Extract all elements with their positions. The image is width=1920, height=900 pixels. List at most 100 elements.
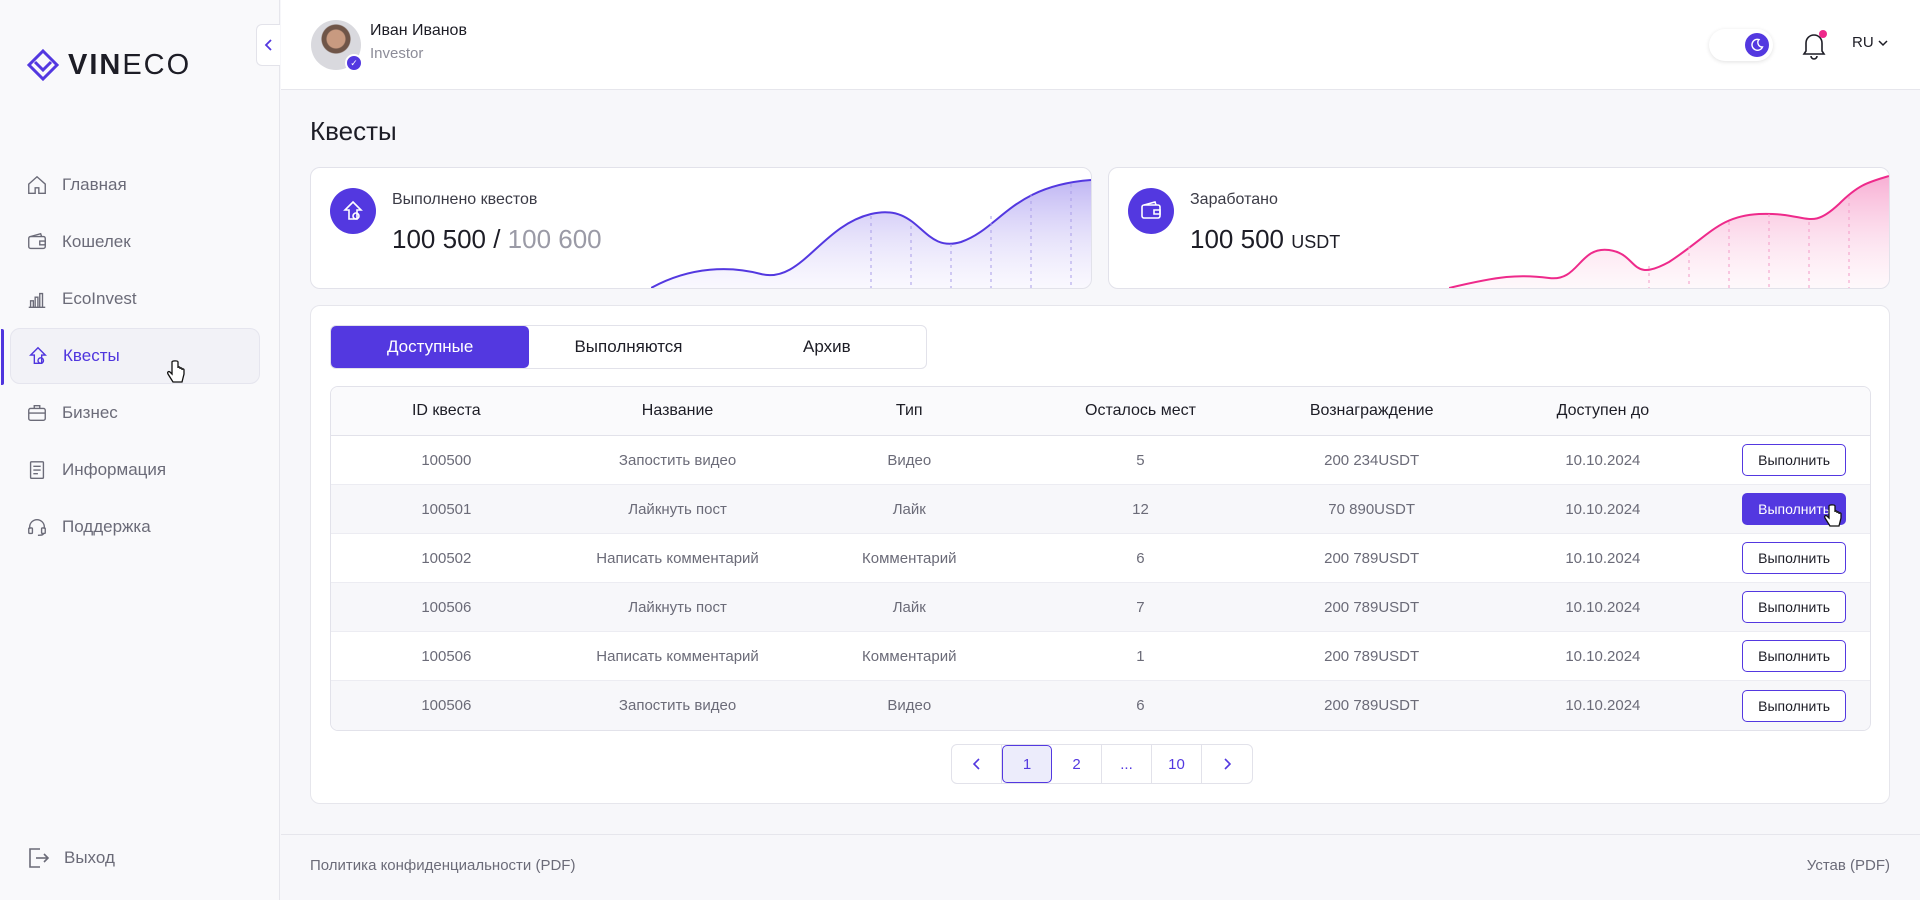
cell-name: Лайкнуть пост: [628, 598, 727, 616]
cell-reward: 200 234USDT: [1324, 451, 1420, 469]
cell-name: Написать комментарий: [596, 647, 759, 665]
pagination-page-10[interactable]: 10: [1152, 745, 1202, 783]
cell-action: Выполнить: [1718, 640, 1870, 672]
sidebar: VINECO Главная Кошелек EcoInvest Квесты Бизн…: [0, 0, 280, 900]
table-body: 100500 Запостить видео Видео 5 200 234USDT 10…: [331, 436, 1870, 730]
run-quest-button[interactable]: Выполнить: [1742, 444, 1847, 476]
run-quest-button[interactable]: Выполнить: [1742, 591, 1847, 623]
cell-id: 100506: [421, 598, 472, 616]
table-row: 100500 Запостить видео Видео 5 200 234USDT 10…: [331, 436, 1870, 485]
quests-completed-card: Выполнено квестов 100 500 / 100 600: [310, 167, 1092, 289]
page-title: Квесты: [310, 116, 397, 146]
cell-until: 10.10.2024: [1565, 500, 1641, 518]
sidebar-item-document[interactable]: Информация: [10, 442, 260, 498]
cell-reward: 70 890USDT: [1328, 500, 1416, 518]
cell-id: 100506: [421, 697, 472, 714]
cell-until: 10.10.2024: [1565, 451, 1641, 469]
run-quest-button[interactable]: Выполнить: [1742, 689, 1847, 722]
cell-action: Выполнить: [1718, 444, 1870, 476]
sidebar-item-wallet[interactable]: Кошелек: [10, 214, 260, 270]
earned-card: Заработано 100 500 USDT: [1108, 167, 1890, 289]
table-row: 100506 Запостить видео Видео 6 200 789USDT 10…: [331, 681, 1870, 730]
sidebar-item-chart-bars[interactable]: EcoInvest: [10, 271, 260, 327]
cell-left: 7: [1136, 598, 1145, 616]
tab-archive[interactable]: Архив: [803, 337, 851, 356]
sidebar-item-headset[interactable]: Поддержка: [10, 499, 260, 555]
run-quest-button[interactable]: Выполнить: [1742, 542, 1847, 574]
col-header-name[interactable]: Название: [641, 402, 714, 419]
cell-type: Комментарий: [862, 647, 957, 665]
cell-left: 12: [1132, 500, 1149, 518]
table-row: 100501 Лайкнуть пост Лайк 12 70 890USDT 10.10…: [331, 485, 1870, 534]
logo[interactable]: VINECO: [26, 48, 191, 82]
collapse-sidebar-button[interactable]: [256, 24, 280, 66]
pagination: 1 2 ... 10: [951, 744, 1253, 784]
home-icon: [26, 174, 48, 196]
cell-until: 10.10.2024: [1565, 697, 1641, 714]
language-select[interactable]: RU: [1852, 34, 1888, 51]
quest-tabs: Доступные Выполняются Архив: [330, 325, 927, 369]
pagination-page-1[interactable]: 1: [1002, 745, 1052, 783]
logo-icon: [26, 48, 60, 82]
hand-cursor-icon: [1824, 504, 1842, 527]
cell-until: 10.10.2024: [1565, 549, 1641, 567]
privacy-policy-link[interactable]: Политика конфиденциальности (PDF): [310, 857, 576, 874]
moon-icon: [1745, 33, 1769, 57]
pagination-next-button[interactable]: [1202, 745, 1252, 783]
theme-toggle[interactable]: [1709, 29, 1773, 61]
cell-name: Лайкнуть пост: [628, 500, 727, 518]
cell-action: Выполнить: [1718, 493, 1870, 525]
pagination-prev-button[interactable]: [952, 745, 1002, 783]
quest-icon: [27, 345, 49, 367]
quests-sparkline: [651, 179, 1091, 288]
document-icon: [26, 459, 48, 481]
table-row: 100506 Лайкнуть пост Лайк 7 200 789USDT 10.10…: [331, 583, 1870, 632]
tab-in-progress[interactable]: Выполняются: [574, 337, 683, 356]
sidebar-item-label: Бизнес: [62, 403, 118, 422]
tab-available[interactable]: Доступные: [331, 326, 530, 368]
cell-reward: 200 789USDT: [1324, 647, 1420, 665]
col-header-type[interactable]: Тип: [895, 402, 923, 419]
sidebar-item-briefcase[interactable]: Бизнес: [10, 385, 260, 441]
cell-name: Написать комментарий: [596, 549, 759, 567]
avatar[interactable]: ✓: [311, 20, 363, 72]
col-header-slots[interactable]: Осталось мест: [1085, 402, 1196, 419]
footer-divider: [281, 834, 1920, 835]
user-role: Investor: [370, 45, 424, 62]
col-header-reward[interactable]: Вознаграждение: [1309, 402, 1434, 419]
pagination-page-2[interactable]: 2: [1052, 745, 1102, 783]
wallet-icon: [26, 231, 48, 253]
cell-left: 6: [1136, 697, 1145, 714]
pagination-ellipsis: ...: [1102, 745, 1152, 783]
chevron-down-icon: [1878, 39, 1888, 46]
top-header: ✓ Иван Иванов Investor RU: [281, 0, 1920, 90]
notifications-button[interactable]: [1800, 30, 1830, 60]
sidebar-item-home[interactable]: Главная: [10, 157, 260, 213]
cell-until: 10.10.2024: [1565, 647, 1641, 665]
briefcase-icon: [26, 402, 48, 424]
charter-link[interactable]: Устав (PDF): [1806, 857, 1890, 874]
cell-id: 100502: [421, 549, 472, 567]
cell-type: Видео: [887, 451, 932, 469]
earned-sparkline: [1449, 175, 1889, 288]
quest-stat-icon: [330, 188, 376, 234]
notification-dot: [1819, 30, 1827, 38]
bell-icon: [1802, 34, 1826, 60]
logout-label: Выход: [64, 848, 115, 867]
chevron-left-icon: [972, 758, 980, 770]
sidebar-item-label: Главная: [62, 175, 127, 194]
earned-label: Заработано: [1190, 191, 1278, 208]
col-header-until[interactable]: Доступен до: [1556, 402, 1650, 419]
col-header-id[interactable]: ID квеста: [411, 402, 481, 419]
verified-badge-icon: ✓: [345, 54, 363, 72]
chevron-left-icon: [264, 39, 272, 51]
cell-id: 100506: [421, 647, 472, 665]
logout-button[interactable]: Выход: [26, 846, 115, 870]
sidebar-item-quest[interactable]: Квесты: [1, 328, 260, 385]
cell-name: Запостить видео: [618, 451, 737, 469]
cell-left: 5: [1136, 451, 1145, 469]
cell-type: Лайк: [892, 598, 926, 616]
sidebar-item-label: Квесты: [63, 346, 120, 365]
quests-panel: Доступные Выполняются Архив ID квеста На…: [310, 305, 1890, 804]
run-quest-button[interactable]: Выполнить: [1742, 640, 1847, 672]
